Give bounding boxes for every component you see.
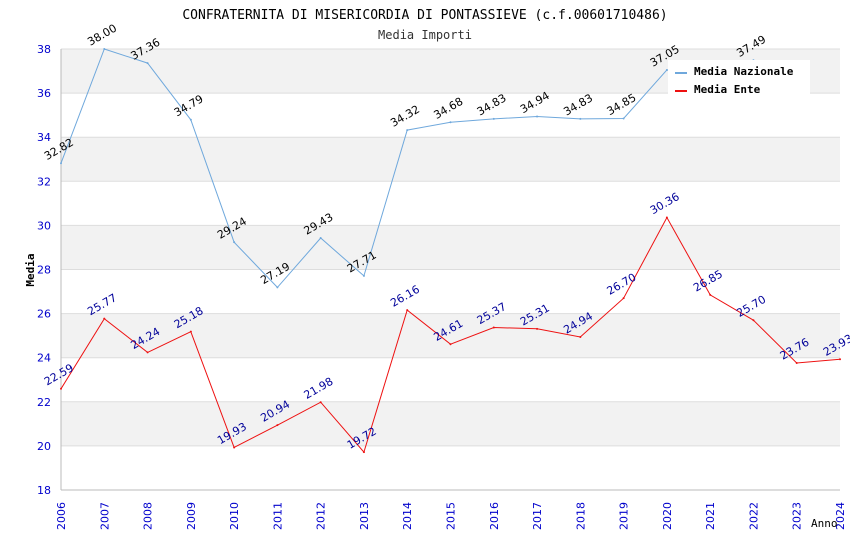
y-tick-label: 26 (37, 308, 51, 321)
data-point (622, 117, 625, 120)
legend: Media Nazionale Media Ente (668, 60, 810, 97)
series-lines (60, 48, 841, 454)
x-tick-label: 2022 (747, 502, 760, 530)
data-point (449, 343, 452, 346)
data-point (233, 241, 236, 244)
data-point (665, 68, 668, 71)
x-tick-label: 2019 (618, 502, 631, 530)
data-point (536, 327, 539, 330)
y-tick-label: 36 (37, 87, 51, 100)
x-tick-label: 2024 (834, 502, 847, 530)
x-tick-label: 2017 (531, 502, 544, 530)
data-point (795, 361, 798, 364)
data-point (492, 117, 495, 120)
y-axis-label: Media (24, 253, 37, 286)
x-axis-ticks: 2006 2007 2008 2009 2010 2011 2012 2013 2014 2015… (55, 502, 847, 530)
data-point (276, 424, 279, 427)
chart-title: CONFRATERNITA DI MISERICORDIA DI PONTASS… (182, 8, 667, 23)
legend-label-ente: Media Ente (694, 83, 761, 96)
data-point (276, 286, 279, 289)
plot-band (61, 269, 840, 314)
data-point (406, 309, 409, 312)
y-tick-label: 18 (37, 484, 51, 497)
data-point (60, 387, 62, 390)
x-tick-label: 2015 (445, 502, 458, 530)
x-tick-label: 2008 (142, 502, 155, 530)
data-point (103, 48, 106, 50)
data-point (449, 121, 452, 124)
data-point (362, 451, 365, 454)
x-tick-label: 2016 (488, 502, 501, 530)
plot-band (61, 225, 840, 270)
data-point (709, 293, 712, 296)
y-tick-label: 20 (37, 440, 51, 453)
data-point (492, 326, 495, 329)
x-tick-label: 2018 (574, 502, 587, 530)
data-point (406, 129, 409, 132)
plot-band (61, 401, 840, 446)
y-tick-label: 38 (37, 43, 51, 56)
x-tick-label: 2020 (661, 502, 674, 530)
data-point (319, 236, 322, 239)
data-point (189, 330, 192, 333)
data-point (362, 274, 365, 277)
y-tick-label: 34 (37, 131, 51, 144)
x-tick-label: 2006 (55, 502, 68, 530)
data-point (103, 317, 106, 320)
plot-band (61, 137, 840, 182)
x-tick-label: 2009 (185, 502, 198, 530)
x-tick-label: 2007 (98, 502, 111, 530)
data-point (146, 62, 149, 65)
x-tick-label: 2013 (358, 502, 371, 530)
x-axis-label: Anno (811, 517, 838, 530)
data-point (536, 115, 539, 118)
plot-band (61, 313, 840, 358)
y-tick-label: 22 (37, 396, 51, 409)
x-tick-label: 2011 (271, 502, 284, 530)
legend-label-nazionale: Media Nazionale (694, 65, 794, 78)
x-tick-label: 2014 (401, 502, 414, 530)
x-tick-label: 2021 (704, 502, 717, 530)
x-tick-label: 2010 (228, 502, 241, 530)
plot-background (61, 49, 840, 490)
chart-subtitle: Media Importi (378, 28, 472, 42)
data-point (189, 118, 192, 121)
y-tick-label: 30 (37, 219, 51, 232)
x-tick-label: 2012 (315, 502, 328, 530)
plot-band (61, 93, 840, 138)
data-point (146, 351, 149, 354)
data-point (665, 216, 668, 219)
data-point (752, 319, 755, 322)
data-point (233, 446, 236, 449)
data-point (579, 117, 582, 120)
data-point (60, 162, 62, 165)
data-point (839, 358, 841, 361)
y-tick-label: 28 (37, 264, 51, 277)
x-tick-label: 2023 (791, 502, 804, 530)
plot-band (61, 445, 840, 490)
axes (60, 49, 840, 491)
legend-box (668, 60, 810, 97)
data-point (319, 401, 322, 404)
data-label: 38.00 (85, 22, 119, 49)
y-tick-label: 24 (37, 352, 51, 365)
plot-band (61, 181, 840, 226)
plot-band (61, 357, 840, 402)
data-point (579, 335, 582, 338)
data-point (622, 297, 625, 300)
y-axis-ticks: 18 20 22 24 26 28 30 32 34 36 38 (37, 43, 51, 497)
y-tick-label: 32 (37, 175, 51, 188)
